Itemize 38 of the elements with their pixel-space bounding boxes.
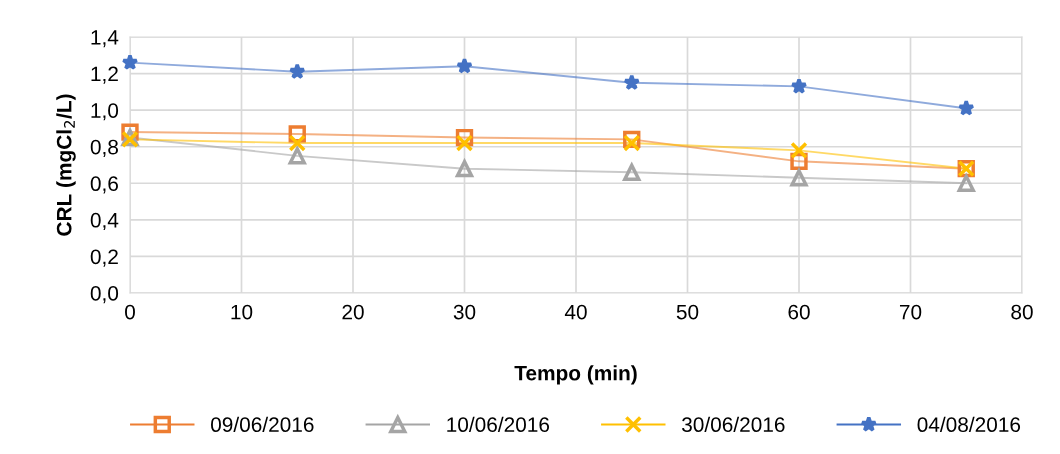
y-tick-label: 1,4 [91, 30, 119, 48]
point [957, 99, 975, 116]
x-tick-label: 80 [1011, 304, 1033, 320]
point [623, 134, 641, 152]
point [622, 161, 642, 181]
y-tick-label: 1,0 [91, 103, 119, 121]
point [956, 172, 976, 192]
point [455, 159, 474, 178]
legend-label: 30/06/2016 [682, 416, 785, 433]
x-tick-label: 70 [899, 304, 922, 320]
x-tick-label: 20 [342, 304, 364, 320]
y-tick-label: 0,0 [90, 286, 119, 304]
point [456, 57, 473, 74]
legend-label: 10/06/2016 [447, 416, 550, 433]
point [455, 134, 474, 152]
y-tick-label: 0,4 [90, 212, 119, 231]
y-axis-title: CRL (mgCl$_{2}$/L) [56, 94, 76, 236]
x-tick-label: 30 [453, 304, 476, 320]
point [790, 77, 808, 94]
y-tick-label: 1,2 [91, 66, 118, 84]
point [121, 53, 139, 70]
point [623, 74, 641, 91]
point [288, 147, 306, 165]
legend-label: 09/06/2016 [211, 416, 314, 433]
x-tick-label: 10 [231, 304, 253, 320]
point [288, 63, 306, 80]
y-tick-label: 0,2 [90, 249, 118, 267]
point [288, 134, 306, 152]
y-tick-label: 0,6 [90, 176, 118, 194]
y-tick-label: 0,8 [90, 139, 118, 157]
x-tick-label: 0 [125, 304, 135, 320]
legend-label: 04/08/2016 [917, 416, 1021, 433]
x-tick-label: 60 [788, 304, 810, 320]
x-tick-label: 50 [676, 304, 699, 320]
point [790, 169, 808, 187]
point [790, 141, 808, 160]
x-tick-label: 40 [564, 304, 587, 320]
x-axis-title: Tempo (min) [514, 365, 637, 385]
